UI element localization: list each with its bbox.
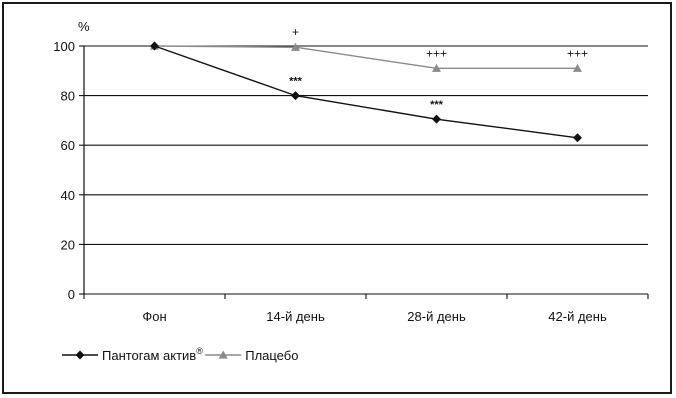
y-tick-label: 60 [61, 138, 75, 153]
x-tick-label: Фон [142, 309, 166, 324]
series-line-placebo [154, 45, 578, 70]
significance-annotation: *** [430, 99, 444, 111]
data-point [432, 63, 441, 72]
y-tick-label: 80 [61, 89, 75, 104]
series-line-pantogam [154, 45, 578, 139]
data-point [291, 91, 300, 101]
y-tick-label: 20 [61, 237, 75, 252]
significance-annotation: +++ [567, 46, 588, 60]
grid-lines [84, 45, 648, 295]
legend-label: Плацебо [245, 348, 298, 363]
data-point [150, 41, 159, 51]
x-tick-label: 28-й день [407, 309, 466, 324]
x-tick-label: 42-й день [548, 309, 607, 324]
x-axis-ticks: Фон 14-й день 28-й день 42-й день [83, 294, 649, 324]
significance-annotation: +++ [426, 46, 447, 60]
y-axis-label: % [78, 19, 90, 34]
series-group: ++++ +++****** [150, 25, 588, 143]
legend-marker [218, 350, 228, 359]
y-tick-label: 0 [68, 287, 75, 302]
data-point [291, 42, 300, 51]
significance-annotation: + [292, 25, 299, 39]
y-tick-label: 100 [53, 39, 75, 54]
y-tick-label: 40 [61, 188, 75, 203]
data-point [432, 114, 441, 124]
significance-annotation: *** [289, 76, 303, 88]
data-point [573, 63, 582, 72]
legend-label: Пантогам актив® [102, 346, 203, 363]
y-axis-ticks: 0 20 40 60 80 100 [53, 39, 84, 302]
legend: Пантогам актив® Плацебо [62, 346, 298, 363]
data-point [573, 133, 582, 143]
x-tick-label: 14-й день [266, 309, 325, 324]
legend-marker [75, 350, 85, 360]
chart-frame [2, 2, 672, 394]
